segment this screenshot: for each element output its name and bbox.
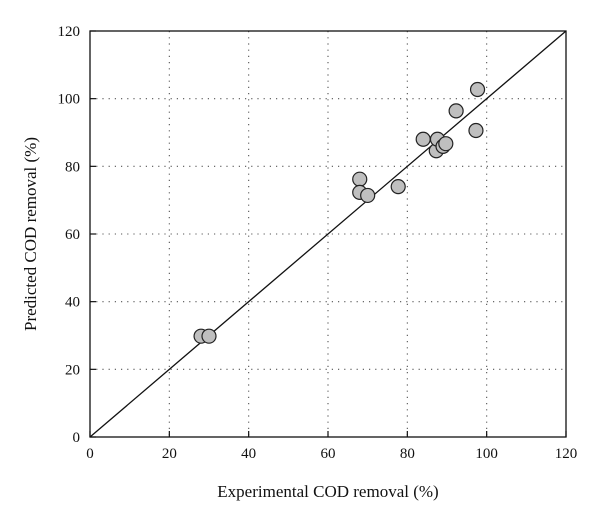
y-tick-label: 0 xyxy=(73,430,81,446)
x-tick-label: 80 xyxy=(400,446,415,462)
y-tick-label: 20 xyxy=(65,362,80,378)
x-axis-tick-labels: 0 20 40 60 80 100 120 xyxy=(86,446,577,462)
data-point xyxy=(201,328,217,344)
data-point xyxy=(469,81,486,98)
y-axis-title: Predicted COD removal (%) xyxy=(21,137,40,331)
x-tick-label: 20 xyxy=(162,446,177,462)
y-tick-label: 100 xyxy=(58,92,81,108)
data-point xyxy=(415,131,431,147)
x-tick-label: 100 xyxy=(475,446,498,462)
y-tick-label: 60 xyxy=(65,227,80,243)
y-tick-label: 80 xyxy=(65,159,80,175)
data-point xyxy=(468,122,484,139)
y-axis-tick-labels: 0 20 40 60 80 100 120 xyxy=(58,24,81,446)
x-tick-label: 0 xyxy=(86,446,94,462)
x-axis-title: Experimental COD removal (%) xyxy=(217,482,438,501)
data-point xyxy=(438,136,454,152)
x-tick-label: 40 xyxy=(241,446,256,462)
reference-line-group xyxy=(89,30,567,438)
reference-line xyxy=(89,30,567,438)
data-points xyxy=(193,81,486,344)
data-point xyxy=(360,187,376,204)
data-point xyxy=(448,103,464,119)
x-tick-label: 60 xyxy=(321,446,336,462)
y-tick-label: 40 xyxy=(65,295,80,311)
data-point xyxy=(352,171,368,187)
axis-ticks xyxy=(89,30,567,438)
x-tick-label: 120 xyxy=(555,446,578,462)
y-tick-label: 120 xyxy=(58,24,81,40)
data-point xyxy=(390,179,406,195)
